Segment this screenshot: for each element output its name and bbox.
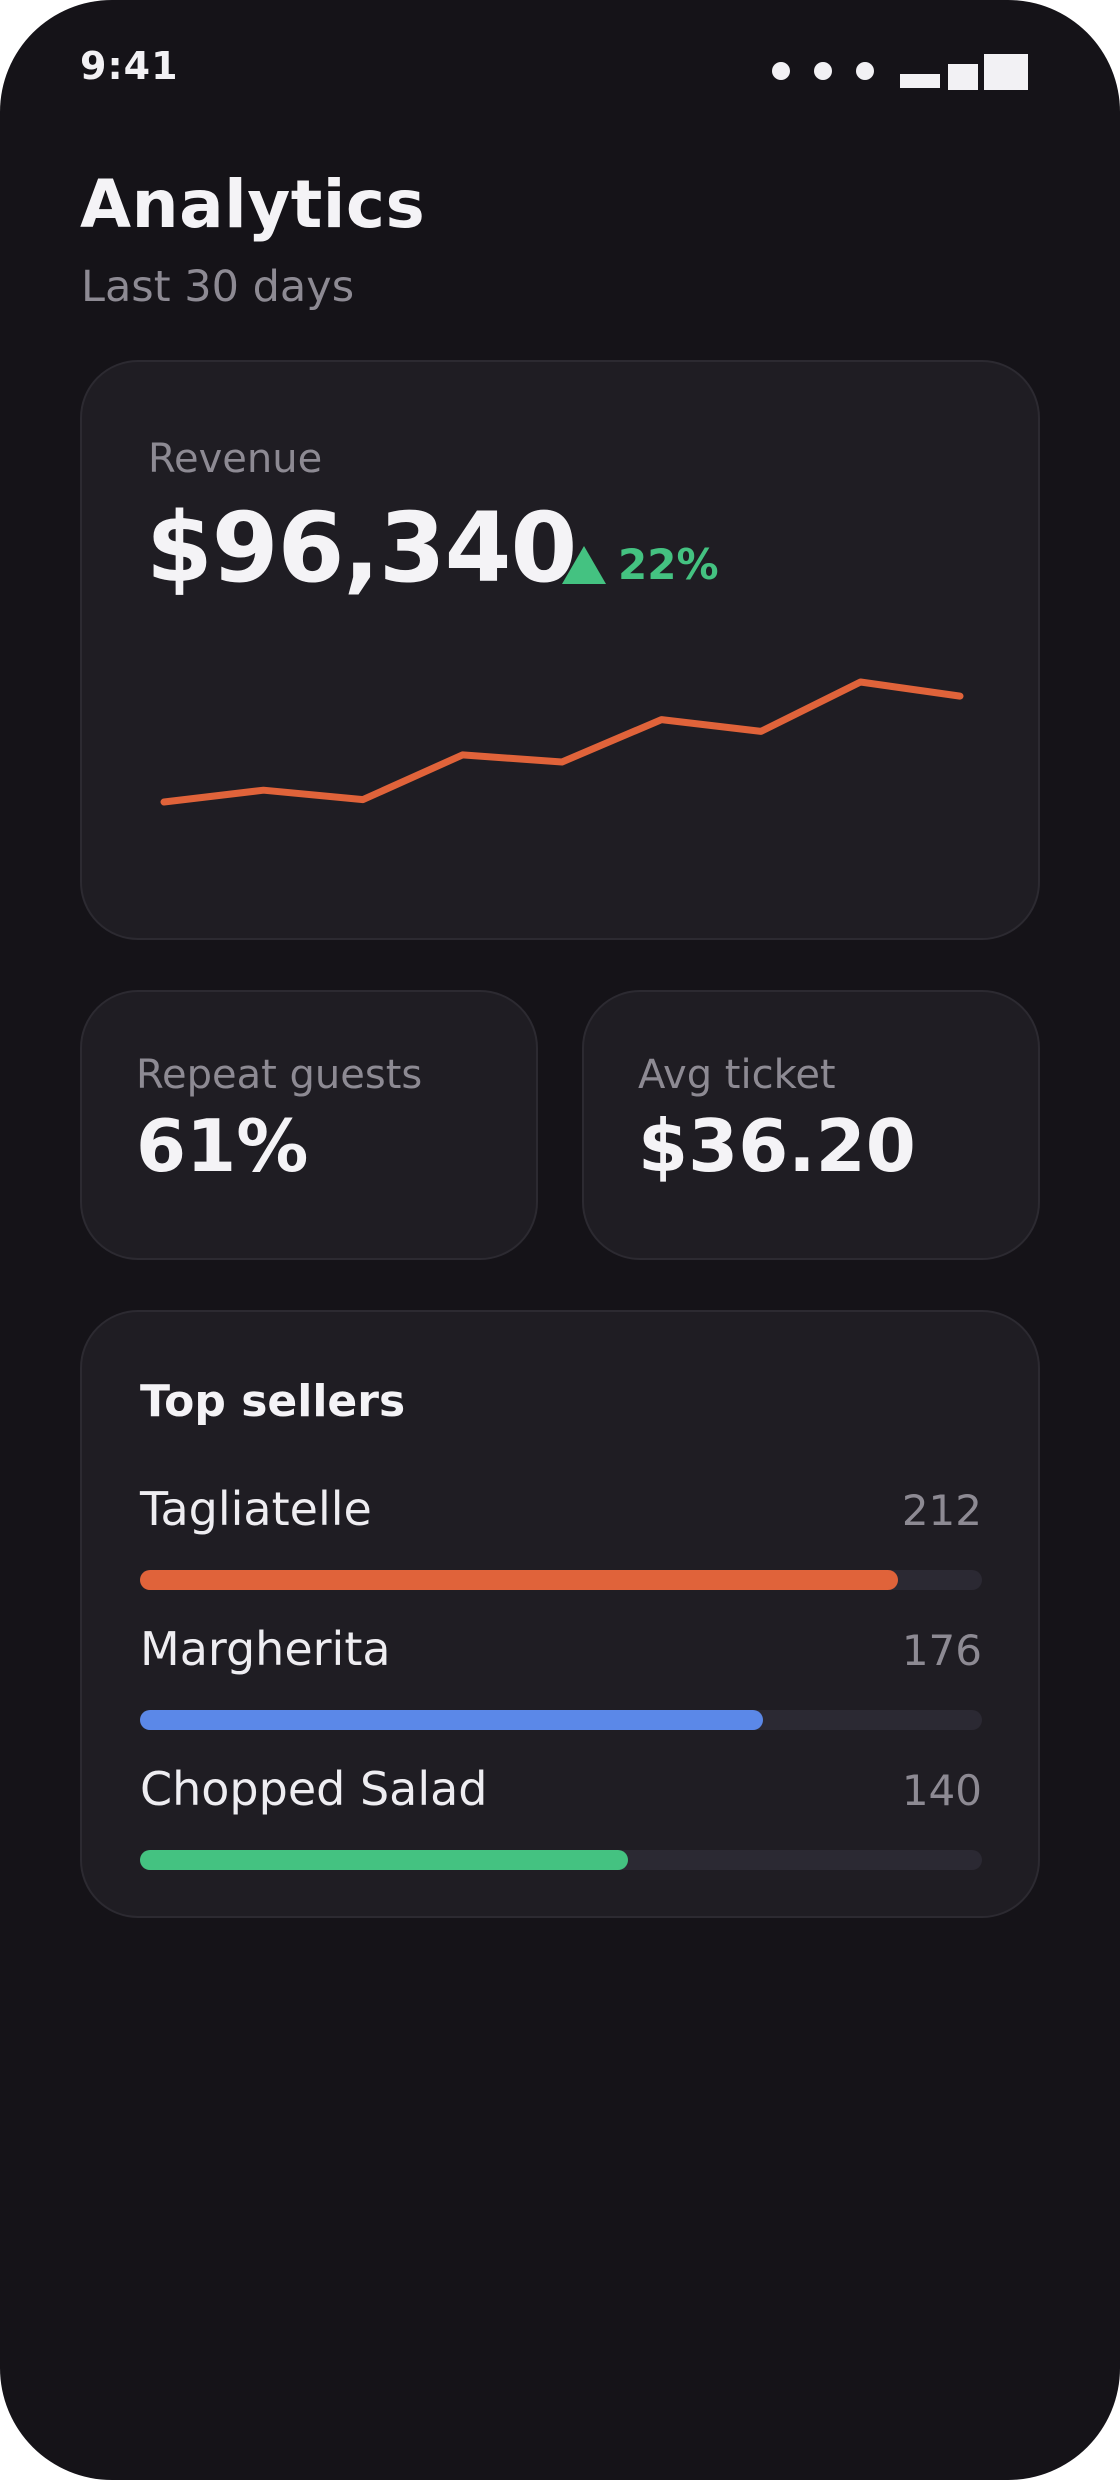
seller-name: Tagliatelle [140, 1482, 372, 1536]
revenue-sparkline [160, 678, 964, 806]
progress-fill [140, 1570, 898, 1590]
repeat-guests-card[interactable]: Repeat guests 61% [80, 990, 538, 1260]
revenue-label: Revenue [148, 436, 323, 482]
progress-fill [140, 1850, 629, 1870]
top-sellers-title: Top sellers [140, 1376, 406, 1427]
progress-track [140, 1570, 982, 1590]
revenue-change: 22% [562, 540, 719, 589]
stat-label: Repeat guests [136, 1052, 423, 1098]
progress-fill [140, 1710, 764, 1730]
battery-icon [900, 54, 1030, 92]
stat-label: Avg ticket [638, 1052, 836, 1098]
top-sellers-card[interactable]: Top sellers Tagliatelle 212 Margherita 1… [80, 1310, 1040, 1918]
seller-count: 140 [901, 1766, 982, 1815]
page-title: Analytics [80, 166, 426, 243]
status-time: 9:41 [80, 44, 179, 88]
revenue-change-value: 22% [618, 540, 719, 589]
page-subtitle: Last 30 days [81, 262, 355, 312]
seller-name: Margherita [140, 1622, 391, 1676]
avg-ticket-card[interactable]: Avg ticket $36.20 [582, 990, 1040, 1260]
revenue-value: $96,340 [146, 492, 577, 604]
list-item[interactable]: Margherita 176 [140, 1622, 982, 1730]
triangle-up-icon [562, 545, 606, 584]
seller-name: Chopped Salad [140, 1762, 488, 1816]
signal-dots-icon [772, 62, 874, 80]
list-item[interactable]: Chopped Salad 140 [140, 1762, 982, 1870]
progress-track [140, 1710, 982, 1730]
seller-count: 212 [901, 1486, 982, 1535]
stat-value: $36.20 [638, 1104, 916, 1188]
progress-track [140, 1850, 982, 1870]
list-item[interactable]: Tagliatelle 212 [140, 1482, 982, 1590]
stat-value: 61% [136, 1104, 309, 1188]
revenue-card[interactable]: Revenue $96,340 22% [80, 360, 1040, 940]
seller-count: 176 [901, 1626, 982, 1675]
sparkline-path [160, 678, 964, 806]
